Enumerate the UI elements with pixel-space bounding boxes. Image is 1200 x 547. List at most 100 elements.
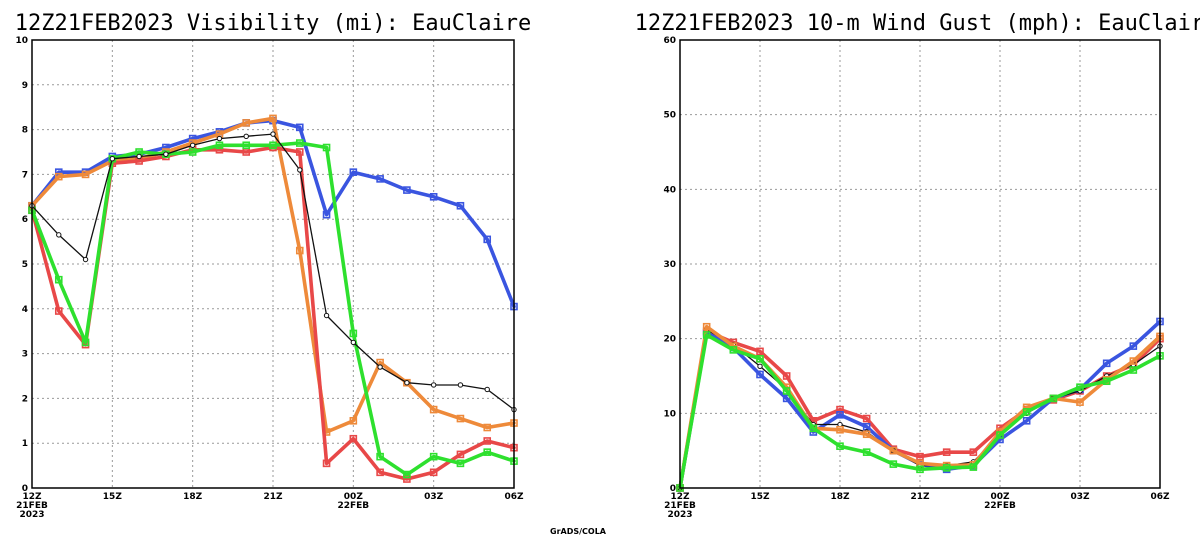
wind-gust-series-line-5: [678, 333, 1162, 490]
visibility-y-tick-label: 0: [22, 484, 28, 494]
wind-gust-data-point: [702, 331, 711, 339]
visibility-data-point: [404, 380, 410, 386]
wind-gust-x-tick-label: 03Z: [1070, 492, 1090, 502]
visibility-data-point: [323, 312, 330, 319]
visibility-series: [28, 114, 518, 483]
wind-gust-y-tick-label: 0: [670, 484, 676, 494]
visibility-data-point: [322, 459, 331, 468]
visibility-y-tick-label: 1: [22, 439, 28, 449]
wind-gust-y-tick-label: 40: [663, 185, 676, 195]
visibility-y-tick-label: 4: [22, 305, 28, 315]
visibility-y-tick-label: 10: [15, 36, 28, 46]
wind-gust-data-point: [757, 363, 763, 369]
wind-gust-y-tick-label: 30: [663, 260, 676, 270]
wind-gust-x-tick-label: 06Z: [1150, 492, 1170, 502]
visibility-data-point: [243, 133, 249, 140]
wind-gust-y-tick-label: 20: [663, 335, 676, 345]
visibility-data-point: [350, 339, 357, 346]
wind-gust-data-point: [1102, 359, 1111, 368]
visibility-data-point: [295, 246, 304, 255]
wind-gust-data-point: [862, 430, 871, 439]
visibility-data-point: [81, 170, 90, 179]
wind-gust-data-point: [942, 464, 951, 472]
visibility-data-point: [430, 382, 437, 388]
wind-gust-data-point: [756, 370, 764, 379]
visibility-data-point: [484, 386, 490, 393]
visibility-data-point: [483, 437, 492, 445]
visibility-x-tick-label: 21FEB: [16, 501, 48, 511]
visibility-data-point: [297, 167, 303, 173]
wind-gust-data-point: [1076, 383, 1084, 392]
visibility-data-point: [295, 139, 304, 147]
wind-gust-data-point: [889, 446, 898, 455]
visibility-data-point: [56, 232, 62, 238]
visibility-data-point: [54, 172, 63, 181]
visibility-data-point: [295, 123, 304, 132]
wind-gust-axes: 0 10 20 30 40 50 60 12Z21FEB2023 15Z 18Z 21Z 00Z22F…: [663, 36, 1170, 520]
visibility-data-point: [216, 135, 223, 142]
visibility-data-point: [429, 405, 438, 414]
visibility-x-tick-label: 06Z: [504, 492, 524, 502]
wind-gust-data-point: [942, 448, 951, 456]
wind-gust-data-point: [836, 425, 844, 434]
wind-gust-data-point: [969, 448, 978, 456]
visibility-data-point: [215, 141, 224, 150]
visibility-data-point: [376, 468, 384, 477]
visibility-chart: 12Z21FEB2023 Visibility (mi): EauClaire …: [15, 11, 532, 520]
wind-gust-data-point: [1076, 398, 1084, 406]
wind-gust-data-point: [702, 322, 711, 331]
visibility-data-point: [376, 452, 384, 461]
visibility-data-point: [349, 416, 358, 425]
wind-gust-y-tick-label: 60: [663, 36, 676, 46]
wind-gust-data-point: [969, 463, 978, 471]
visibility-x-tick-label: 22FEB: [337, 501, 369, 511]
visibility-data-point: [163, 151, 169, 157]
wind-gust-data-point: [782, 387, 791, 395]
visibility-x-tick-label: 15Z: [103, 492, 123, 502]
visibility-y-tick-label: 7: [22, 170, 28, 180]
visibility-data-point: [429, 452, 438, 461]
visibility-data-point: [54, 275, 63, 284]
wind-gust-data-point: [1049, 394, 1058, 403]
wind-gust-data-point: [756, 347, 764, 356]
wind-gust-x-tick-label: 22FEB: [984, 501, 1016, 511]
visibility-axes: 0 1 2 3 4 5 6 7 8 9 10 12Z21FEB2023 15Z 18Z 21Z 00Z22FE…: [15, 36, 524, 520]
wind-gust-x-tick-label: 15Z: [750, 492, 770, 502]
visibility-data-point: [81, 338, 90, 347]
visibility-data-point: [109, 156, 116, 162]
wind-gust-data-point: [1129, 342, 1138, 350]
visibility-data-point: [54, 307, 63, 315]
visibility-x-tick-label: 12Z: [22, 492, 42, 502]
wind-gust-y-tick-label: 50: [663, 111, 676, 121]
wind-gust-data-point: [809, 424, 818, 433]
visibility-grid: [32, 40, 514, 488]
visibility-data-point: [456, 450, 465, 459]
wind-gust-data-point: [996, 431, 1004, 439]
visibility-y-tick-label: 6: [22, 215, 28, 225]
wind-gust-data-point: [782, 394, 791, 403]
visibility-x-tick-label: 2023: [19, 510, 44, 520]
visibility-series-line-3: [30, 145, 516, 481]
visibility-x-tick-label: 00Z: [344, 492, 364, 502]
visibility-x-tick-label: 18Z: [183, 492, 203, 502]
wind-gust-chart: 12Z21FEB2023 10-m Wind Gust (mph): EauCl…: [635, 11, 1200, 520]
visibility-data-point: [136, 153, 142, 160]
wind-gust-x-tick-label: 21Z: [910, 492, 930, 502]
visibility-data-point: [377, 364, 383, 370]
visibility-data-point: [457, 382, 464, 388]
visibility-data-point: [242, 119, 251, 127]
visibility-data-point: [456, 459, 465, 468]
wind-gust-data-point: [1022, 416, 1031, 425]
wind-gust-data-point: [836, 411, 844, 419]
visibility-data-point: [269, 114, 277, 123]
wind-gust-data-point: [916, 465, 924, 474]
wind-gust-data-point: [889, 460, 898, 468]
wind-gust-data-point: [836, 442, 844, 450]
visibility-x-tick-label: 21Z: [263, 492, 283, 502]
wind-gust-series: [676, 317, 1164, 492]
visibility-data-point: [403, 470, 411, 479]
visibility-data-point: [456, 414, 465, 423]
wind-gust-data-point: [1129, 357, 1138, 365]
visibility-data-point: [189, 142, 196, 148]
visibility-y-tick-label: 8: [22, 126, 28, 136]
